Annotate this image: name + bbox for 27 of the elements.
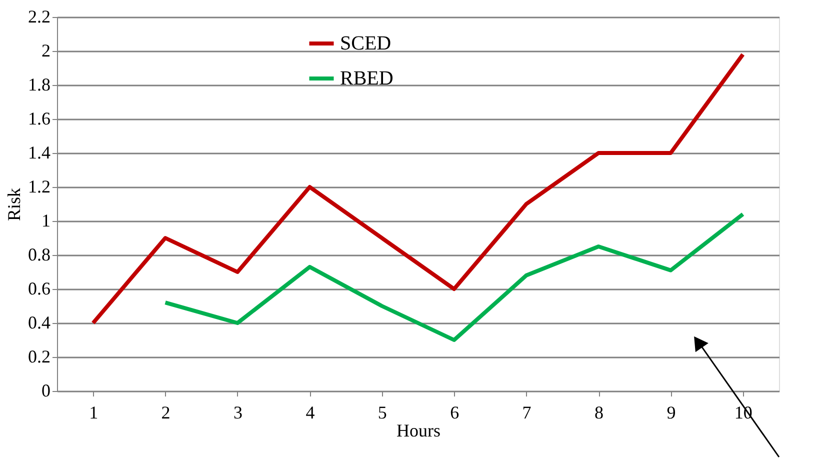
- y-tick-label: 1.6: [28, 108, 50, 128]
- x-axis-title: Hours: [396, 420, 440, 440]
- y-axis-title: Risk: [4, 188, 24, 222]
- y-tick-label: 0.4: [28, 312, 50, 332]
- x-tick-label: 5: [378, 402, 387, 422]
- y-tick-label: 1.2: [28, 176, 50, 196]
- line-series: [163, 212, 745, 342]
- y-tick-label: 2.2: [28, 6, 50, 26]
- legend-label: RBED: [340, 68, 394, 90]
- x-tick-label: 3: [234, 402, 242, 422]
- y-tick-label: 1: [42, 210, 50, 230]
- x-tick-label: 7: [522, 402, 532, 422]
- y-tick-label: 0.8: [28, 244, 50, 264]
- y-tick-label: 2: [42, 40, 50, 60]
- x-tick-label: 8: [594, 402, 604, 422]
- x-tick-label: 4: [306, 402, 315, 422]
- y-tick-label: 0.6: [28, 278, 50, 298]
- x-tick-label: 1: [89, 402, 98, 422]
- legend-label: SCED: [340, 32, 392, 54]
- y-tick-label: 0.2: [28, 346, 50, 366]
- y-tick-label: 0: [42, 380, 50, 400]
- x-tick-label: 2: [161, 402, 170, 422]
- x-tick-label: 9: [666, 402, 676, 422]
- y-tick-label: 1.4: [28, 142, 50, 162]
- x-tick-label: 6: [450, 402, 460, 422]
- line-series: [91, 52, 745, 325]
- y-tick-label: 1.8: [28, 74, 50, 94]
